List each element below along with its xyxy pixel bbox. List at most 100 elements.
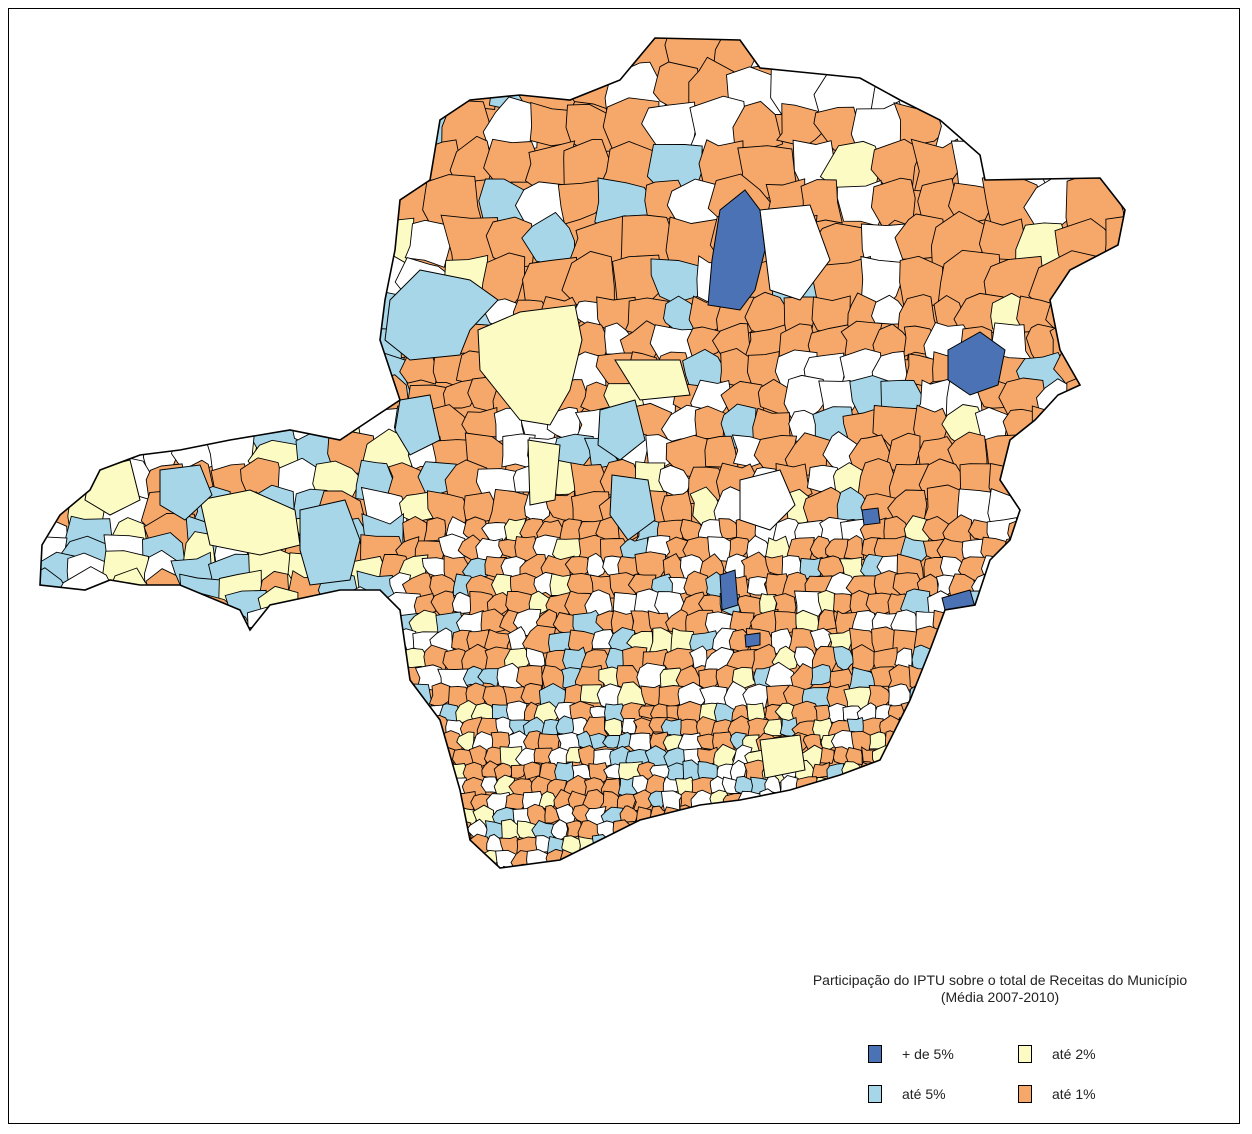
municipality-cell [1117, 834, 1125, 855]
municipality-cell [239, 740, 283, 788]
municipality-cell [1078, 537, 1103, 564]
municipality-cell [780, 836, 805, 859]
municipality-cell [249, 713, 296, 758]
municipality-cell [566, 38, 631, 81]
municipality-cell [422, 733, 447, 755]
municipality-cell [1076, 820, 1102, 842]
municipality-cell [296, 217, 339, 263]
municipality-cell [1104, 763, 1124, 779]
municipality-cell [96, 407, 139, 448]
region-blue-east-small [861, 507, 881, 526]
municipality-cell [912, 760, 936, 784]
municipality-cell [340, 832, 377, 868]
municipality-cell [1101, 517, 1125, 548]
municipality-cell [1000, 648, 1030, 672]
municipality-cell [55, 101, 122, 159]
municipality-cell [765, 834, 786, 856]
municipality-cell [512, 863, 536, 868]
municipality-cell [112, 137, 165, 189]
municipality-cell [953, 608, 975, 633]
municipality-cell [244, 806, 305, 860]
region-lightblue-center2 [609, 474, 656, 541]
municipality-cell [845, 776, 870, 795]
municipality-cell [1064, 557, 1095, 585]
municipality-cell [110, 99, 147, 147]
municipality-cell [999, 864, 1021, 868]
municipality-cell [278, 792, 331, 839]
municipality-cell [214, 772, 260, 824]
municipality-cell [592, 847, 621, 868]
municipality-cell [894, 836, 914, 857]
municipality-cell [755, 806, 778, 826]
municipality-cell [720, 806, 742, 825]
municipality-cell [153, 743, 205, 803]
municipality-cell [1077, 647, 1110, 680]
municipality-cell [1095, 790, 1121, 815]
municipality-cell [282, 848, 337, 868]
municipality-cell [40, 378, 89, 434]
municipality-cell [285, 38, 322, 65]
municipality-cell [433, 820, 460, 845]
municipality-cell [1120, 297, 1125, 329]
municipality-cell [1017, 861, 1042, 868]
municipality-cell [52, 758, 104, 808]
municipality-cell [313, 100, 365, 154]
municipality-cell [1107, 681, 1125, 710]
municipality-cell [1063, 376, 1111, 424]
municipality-cell [40, 404, 77, 458]
legend-item-up-to-2: até 2% [1018, 1044, 1096, 1064]
region-lightblue-west [299, 499, 361, 586]
municipality-cell [1076, 863, 1099, 868]
municipality-cell [203, 821, 253, 865]
municipality-cell [998, 717, 1025, 741]
municipality-cell [413, 593, 437, 617]
municipality-cell [724, 865, 747, 868]
municipality-cell [843, 534, 865, 560]
municipality-cell [110, 862, 146, 868]
municipality-cell [728, 536, 752, 560]
municipality-cell [105, 662, 156, 715]
municipality-cell [717, 817, 742, 846]
municipality-cell [1114, 609, 1125, 641]
municipality-cell [876, 821, 901, 841]
municipality-cell [1077, 763, 1096, 780]
municipality-cell [1104, 215, 1125, 269]
municipality-cell [872, 323, 911, 361]
municipality-cell [1015, 748, 1040, 771]
municipality-cell [1070, 665, 1097, 694]
municipality-cell [987, 572, 1014, 600]
municipality-cell [65, 139, 131, 194]
municipality-cell [404, 746, 428, 768]
municipality-cell [1088, 612, 1123, 641]
municipality-cell [40, 859, 78, 868]
municipality-cell [521, 38, 588, 84]
municipality-cell [909, 733, 932, 751]
municipality-cell [92, 648, 139, 690]
municipality-cell [419, 776, 439, 795]
municipality-cell [296, 660, 342, 713]
municipality-cell [665, 835, 687, 856]
municipality-cell [927, 731, 949, 755]
municipality-cell [1062, 850, 1080, 868]
municipality-cell [40, 429, 73, 480]
municipality-cell [790, 663, 818, 692]
municipality-cell [986, 747, 1008, 769]
municipality-cell [332, 860, 370, 868]
municipality-cell [254, 378, 300, 420]
municipality-cell [846, 848, 867, 867]
municipality-cell [983, 762, 1004, 786]
municipality-cell [1066, 682, 1097, 712]
municipality-cell [1009, 100, 1068, 155]
municipality-cell [645, 822, 664, 842]
municipality-cell [1132, 666, 1160, 695]
municipality-cell [894, 818, 914, 840]
municipality-cell [1064, 717, 1080, 738]
municipality-cell [64, 713, 115, 762]
municipality-cell [689, 630, 720, 655]
municipality-cell [1011, 817, 1034, 846]
municipality-cell [1113, 774, 1125, 802]
legend-item-up-to-5: até 5% [868, 1084, 946, 1104]
legend-swatch-up-to-5 [868, 1085, 882, 1103]
municipality-cell [995, 762, 1016, 780]
municipality-cell [881, 834, 898, 853]
